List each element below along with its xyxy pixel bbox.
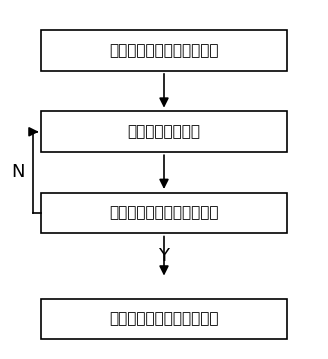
Bar bbox=[41, 299, 287, 339]
Text: 确定台车相关参数: 确定台车相关参数 bbox=[128, 124, 200, 139]
Bar bbox=[41, 111, 287, 152]
Text: 台车约束系统实验匹配验证: 台车约束系统实验匹配验证 bbox=[109, 206, 219, 220]
Text: 建立整车仿真偏置碰撞模型: 建立整车仿真偏置碰撞模型 bbox=[109, 43, 219, 58]
Text: Y: Y bbox=[158, 247, 170, 265]
Text: 偏置碰撞约束系统优化验证: 偏置碰撞约束系统优化验证 bbox=[109, 312, 219, 327]
Bar bbox=[41, 30, 287, 71]
Bar bbox=[41, 193, 287, 233]
Text: N: N bbox=[11, 163, 25, 181]
